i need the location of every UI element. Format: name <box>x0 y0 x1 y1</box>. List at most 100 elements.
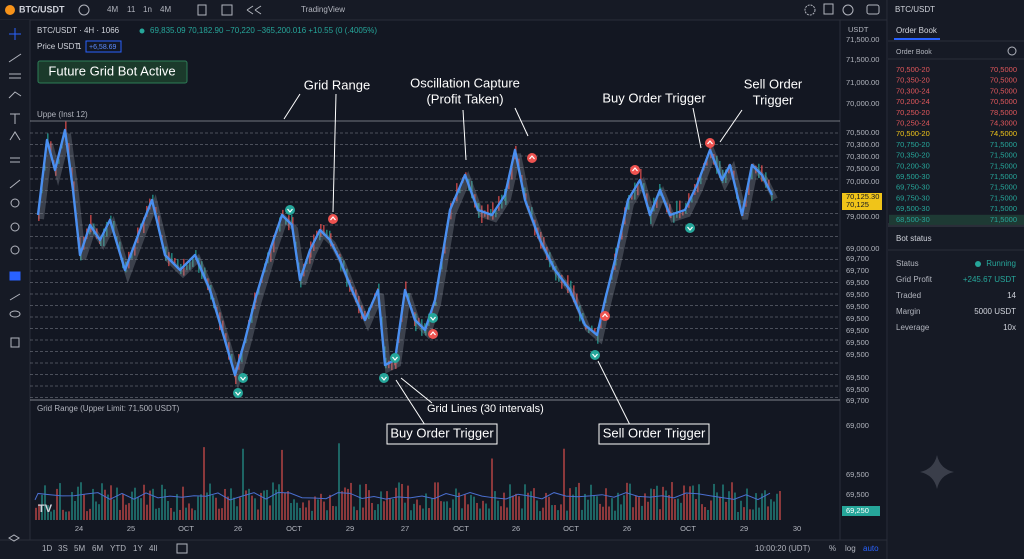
interval[interactable]: 4M <box>160 5 171 14</box>
volume-bar <box>551 505 553 520</box>
option[interactable]: log <box>845 544 856 553</box>
tool[interactable] <box>9 28 21 40</box>
option[interactable]: auto <box>863 544 879 553</box>
option[interactable]: % <box>829 544 836 553</box>
interval[interactable]: 11 <box>127 5 136 14</box>
range-button[interactable]: 4Il <box>149 544 158 553</box>
range-button[interactable]: 6M <box>92 544 103 553</box>
candle <box>570 280 572 296</box>
volume-bar <box>272 482 274 520</box>
brand: TradingView <box>301 5 345 14</box>
volume-bar <box>770 499 772 520</box>
candle <box>492 202 494 220</box>
volume-bar <box>305 507 307 520</box>
time-axis-label: 30 <box>793 524 801 533</box>
status-value: Running <box>986 259 1016 268</box>
tool[interactable] <box>9 131 21 141</box>
volume-bar <box>383 501 385 520</box>
order-price: 70,200-30 <box>896 161 930 170</box>
volume-bar <box>197 496 199 520</box>
volume-axis-label: 69,500 <box>846 490 869 499</box>
tool[interactable] <box>9 179 21 189</box>
status-value: +245.67 USDT <box>963 275 1016 284</box>
alert-icon[interactable] <box>823 3 834 15</box>
tool[interactable] <box>9 271 21 281</box>
range-button[interactable]: 1D <box>42 544 52 553</box>
volume-bar <box>38 504 40 520</box>
order-price: 70,750-20 <box>896 140 930 149</box>
volume-bar <box>293 499 295 520</box>
time-axis-label: 26 <box>512 524 520 533</box>
row-highlight <box>889 214 1024 225</box>
price-axis-label: 69,700 <box>846 396 869 405</box>
volume-bar <box>209 483 211 520</box>
tool[interactable] <box>10 222 20 232</box>
volume-bar <box>257 509 259 520</box>
tool[interactable] <box>10 157 20 163</box>
volume-bar <box>269 505 271 520</box>
volume-bar <box>542 507 544 520</box>
candle <box>567 275 569 294</box>
tool[interactable] <box>9 73 21 79</box>
order-price: 69,750-30 <box>896 183 930 192</box>
range-button[interactable]: 1Y <box>133 544 143 553</box>
range-button[interactable]: YTD <box>110 544 126 553</box>
volume-bar <box>752 509 754 520</box>
volume-bar <box>386 491 388 520</box>
candle <box>113 220 115 236</box>
order-price: 70,250-20 <box>896 108 930 117</box>
candle <box>143 217 145 234</box>
camera-icon[interactable] <box>866 4 880 15</box>
volume-bar <box>488 508 490 520</box>
volume-bar <box>149 490 151 520</box>
volume-bar <box>632 507 634 520</box>
tool[interactable] <box>10 337 20 348</box>
volume-bar <box>455 488 457 520</box>
interval[interactable]: 4M <box>107 5 118 14</box>
volume-bar <box>560 504 562 520</box>
layout-icon[interactable] <box>221 4 233 16</box>
panel-tab[interactable]: Order Book <box>896 26 938 35</box>
volume-bar <box>161 484 163 520</box>
volume-bar <box>143 484 145 520</box>
tool[interactable] <box>9 293 21 301</box>
volume-bar <box>578 482 580 520</box>
volume-bar <box>725 501 727 520</box>
buy-marker <box>238 373 248 383</box>
tool[interactable] <box>10 113 20 124</box>
volume-bar <box>494 491 496 520</box>
calendar-icon[interactable] <box>176 543 188 554</box>
symbol[interactable]: BTC/USDT <box>19 4 65 14</box>
price-count: 1 <box>77 42 82 51</box>
time-axis-label: 25 <box>127 524 135 533</box>
range-button[interactable]: 3S <box>58 544 68 553</box>
layers-icon[interactable] <box>8 534 20 542</box>
volume-bar <box>140 498 142 520</box>
volume-bar <box>413 503 415 520</box>
range-button[interactable]: 5M <box>74 544 85 553</box>
tool[interactable] <box>8 91 22 99</box>
gear-icon[interactable] <box>842 4 854 16</box>
axis-currency[interactable]: USDT <box>848 25 869 34</box>
price-axis-label: 79,000.00 <box>846 212 879 221</box>
volume-bar <box>35 507 37 520</box>
upper-label: Uppe (Inst 12) <box>37 110 88 119</box>
candle <box>119 241 121 252</box>
add-icon[interactable] <box>78 4 90 16</box>
settings-icon[interactable] <box>804 4 816 16</box>
tool[interactable] <box>8 53 22 63</box>
candle <box>649 206 651 213</box>
volume-bar <box>410 510 412 520</box>
tool[interactable] <box>10 245 20 255</box>
indicator-icon[interactable] <box>197 4 207 16</box>
tool[interactable] <box>9 310 21 318</box>
tool[interactable] <box>10 198 20 208</box>
volume-bar <box>137 497 139 520</box>
interval[interactable]: 1n <box>143 5 152 14</box>
volume-bar <box>452 499 454 520</box>
volume-bar <box>275 489 277 520</box>
volume-bar <box>530 491 532 520</box>
buy-marker <box>390 353 400 363</box>
settings-icon[interactable] <box>1007 46 1017 56</box>
replay-icon[interactable] <box>246 5 262 15</box>
